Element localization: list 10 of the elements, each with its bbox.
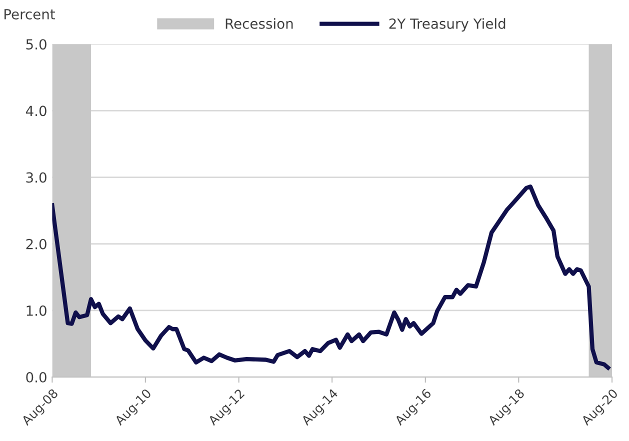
y-tick-label: 2.0 (26, 238, 46, 250)
y-axis-title: Percent (4, 9, 56, 20)
y-tick-label: 5.0 (26, 39, 46, 50)
y-tick-label: 3.0 (26, 172, 46, 183)
line-series (52, 184, 610, 370)
y-tick-label: 4.0 (26, 106, 46, 116)
legend-label: 2Y Treasury Yield (389, 18, 506, 32)
legend-label: Recession (226, 18, 293, 29)
y-tick-label: 0.0 (26, 372, 46, 383)
y-tick-label: 1.0 (26, 305, 46, 316)
